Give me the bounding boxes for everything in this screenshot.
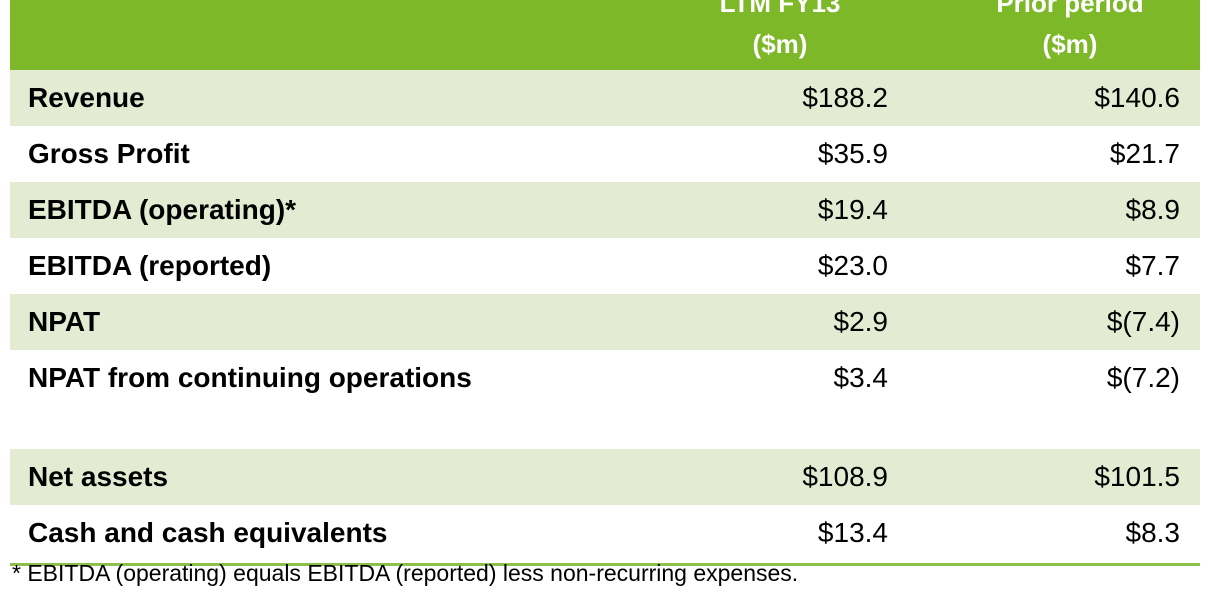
table-row-gross-profit: Gross Profit $35.9 $21.7 <box>10 126 1200 182</box>
row-label: EBITDA (reported) <box>28 250 272 281</box>
row-value-col1: $35.9 <box>817 138 888 169</box>
section-spacer <box>10 406 1200 449</box>
row-label: EBITDA (operating)* <box>28 194 297 225</box>
row-value-col2: $8.3 <box>1125 517 1181 548</box>
table-row-npat: NPAT $2.9 $(7.4) <box>10 294 1200 350</box>
row-value-col1: $23.0 <box>817 250 888 281</box>
financial-summary-table: LTM FY13 ($m) Prior period ($m) Revenue … <box>10 0 1200 566</box>
table-row-net-assets: Net assets $108.9 $101.5 <box>10 449 1200 505</box>
row-value-col2: $7.7 <box>1125 250 1181 281</box>
table-bottom-rule <box>10 563 1200 566</box>
row-value-col1: $13.4 <box>817 517 888 548</box>
row-label: Net assets <box>28 461 169 492</box>
table-row-cash: Cash and cash equivalents $13.4 $8.3 <box>10 505 1200 561</box>
column-header-2-title: Prior period <box>996 0 1144 18</box>
row-value-col1: $108.9 <box>802 461 888 492</box>
column-header-2-unit: ($m) <box>1042 29 1098 59</box>
row-label: Cash and cash equivalents <box>28 517 388 548</box>
row-value-col2: $140.6 <box>1094 82 1180 113</box>
footnote: * EBITDA (operating) equals EBITDA (repo… <box>12 560 799 586</box>
row-label: NPAT from continuing operations <box>28 362 472 393</box>
table-row-npat-continuing: NPAT from continuing operations $3.4 $(7… <box>10 350 1200 406</box>
row-value-col1: $19.4 <box>817 194 888 225</box>
row-value-col1: $188.2 <box>802 82 888 113</box>
column-header-1-title: LTM FY13 <box>719 0 841 18</box>
row-value-col2: $21.7 <box>1109 138 1180 169</box>
table-header: LTM FY13 ($m) Prior period ($m) <box>10 0 1200 70</box>
row-value-col1: $3.4 <box>833 362 889 393</box>
table-row-revenue: Revenue $188.2 $140.6 <box>10 70 1200 126</box>
table-row-ebitda-reported: EBITDA (reported) $23.0 $7.7 <box>10 238 1200 294</box>
row-value-col2: $8.9 <box>1125 194 1181 225</box>
row-value-col2: $(7.2) <box>1106 362 1180 393</box>
row-label: NPAT <box>28 306 101 337</box>
row-value-col2: $(7.4) <box>1106 306 1180 337</box>
row-label: Gross Profit <box>28 138 190 169</box>
row-label: Revenue <box>28 82 145 113</box>
table-row-ebitda-operating: EBITDA (operating)* $19.4 $8.9 <box>10 182 1200 238</box>
row-value-col1: $2.9 <box>833 306 889 337</box>
column-header-1-unit: ($m) <box>752 29 808 59</box>
row-value-col2: $101.5 <box>1094 461 1180 492</box>
